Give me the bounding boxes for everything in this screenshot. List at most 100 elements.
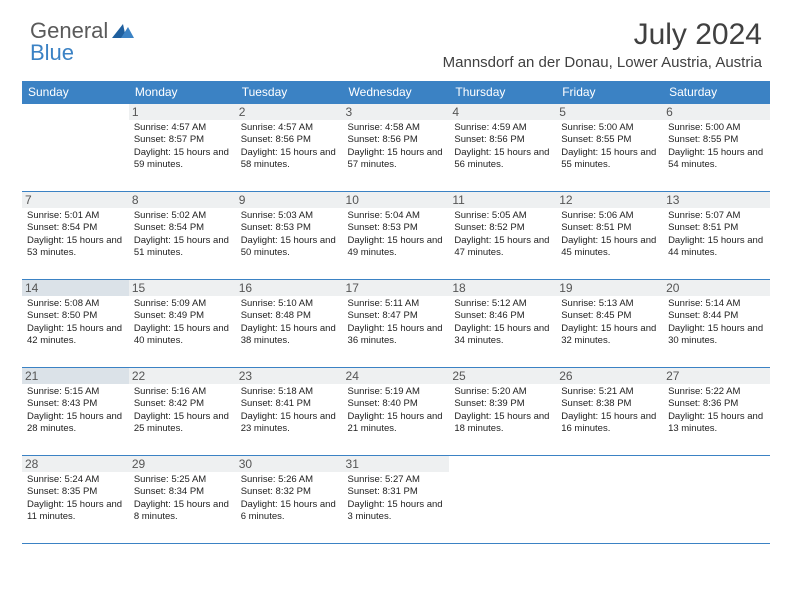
calendar-cell <box>556 456 663 544</box>
calendar-cell: 24 Sunrise: 5:19 AMSunset: 8:40 PMDayligh… <box>343 368 450 456</box>
calendar-cell: 9 Sunrise: 5:03 AMSunset: 8:53 PMDaylight… <box>236 192 343 280</box>
calendar-cell: 11 Sunrise: 5:05 AMSunset: 8:52 PMDayligh… <box>449 192 556 280</box>
calendar-body: 1 Sunrise: 4:57 AMSunset: 8:57 PMDaylight… <box>22 104 770 544</box>
day-number: 14 <box>22 280 129 296</box>
calendar-cell: 21 Sunrise: 5:15 AMSunset: 8:43 PMDayligh… <box>22 368 129 456</box>
day-details: Sunrise: 5:22 AMSunset: 8:36 PMDaylight:… <box>668 386 765 435</box>
day-number: 1 <box>129 104 236 120</box>
day-details: Sunrise: 5:02 AMSunset: 8:54 PMDaylight:… <box>134 210 231 259</box>
day-details: Sunrise: 4:59 AMSunset: 8:56 PMDaylight:… <box>454 122 551 171</box>
calendar-cell: 7 Sunrise: 5:01 AMSunset: 8:54 PMDaylight… <box>22 192 129 280</box>
calendar-cell: 5 Sunrise: 5:00 AMSunset: 8:55 PMDaylight… <box>556 104 663 192</box>
calendar-cell <box>449 456 556 544</box>
calendar-cell: 17Sunrise: 5:11 AMSunset: 8:47 PMDayligh… <box>343 280 450 368</box>
day-details: Sunrise: 4:57 AMSunset: 8:56 PMDaylight:… <box>241 122 338 171</box>
day-details: Sunrise: 5:15 AMSunset: 8:43 PMDaylight:… <box>27 386 124 435</box>
calendar-cell: 20 Sunrise: 5:14 AMSunset: 8:44 PMDayligh… <box>663 280 770 368</box>
title-block: July 2024 Mannsdorf an der Donau, Lower … <box>443 18 762 71</box>
day-details: Sunrise: 5:19 AMSunset: 8:40 PMDaylight:… <box>348 386 445 435</box>
day-details: Sunrise: 5:08 AMSunset: 8:50 PMDaylight:… <box>27 298 124 347</box>
logo-blue-row: Blue <box>30 40 74 66</box>
day-number: 4 <box>449 104 556 120</box>
calendar-cell: 23 Sunrise: 5:18 AMSunset: 8:41 PMDayligh… <box>236 368 343 456</box>
calendar-cell: 28Sunrise: 5:24 AMSunset: 8:35 PMDayligh… <box>22 456 129 544</box>
day-details: Sunrise: 4:57 AMSunset: 8:57 PMDaylight:… <box>134 122 231 171</box>
weekday-header: Sunday <box>22 81 129 104</box>
weekday-header: Saturday <box>663 81 770 104</box>
day-details: Sunrise: 5:03 AMSunset: 8:53 PMDaylight:… <box>241 210 338 259</box>
day-details: Sunrise: 5:13 AMSunset: 8:45 PMDaylight:… <box>561 298 658 347</box>
day-details: Sunrise: 5:21 AMSunset: 8:38 PMDaylight:… <box>561 386 658 435</box>
day-number: 23 <box>236 368 343 384</box>
weekday-header: Monday <box>129 81 236 104</box>
calendar-cell: 14 Sunrise: 5:08 AMSunset: 8:50 PMDayligh… <box>22 280 129 368</box>
day-details: Sunrise: 5:12 AMSunset: 8:46 PMDaylight:… <box>454 298 551 347</box>
day-number: 29 <box>129 456 236 472</box>
day-number: 7 <box>22 192 129 208</box>
day-number: 2 <box>236 104 343 120</box>
day-details: Sunrise: 5:25 AMSunset: 8:34 PMDaylight:… <box>134 474 231 523</box>
calendar-cell: 25Sunrise: 5:20 AMSunset: 8:39 PMDayligh… <box>449 368 556 456</box>
calendar-cell: 15 Sunrise: 5:09 AMSunset: 8:49 PMDayligh… <box>129 280 236 368</box>
day-number: 11 <box>449 192 556 208</box>
day-details: Sunrise: 5:18 AMSunset: 8:41 PMDaylight:… <box>241 386 338 435</box>
day-number: 30 <box>236 456 343 472</box>
day-details: Sunrise: 5:00 AMSunset: 8:55 PMDaylight:… <box>561 122 658 171</box>
calendar-cell: 31 Sunrise: 5:27 AMSunset: 8:31 PMDayligh… <box>343 456 450 544</box>
calendar-cell: 8 Sunrise: 5:02 AMSunset: 8:54 PMDaylight… <box>129 192 236 280</box>
calendar-cell: 19 Sunrise: 5:13 AMSunset: 8:45 PMDayligh… <box>556 280 663 368</box>
day-number: 21 <box>22 368 129 384</box>
calendar-table: SundayMondayTuesdayWednesdayThursdayFrid… <box>22 81 770 544</box>
calendar-cell: 26 Sunrise: 5:21 AMSunset: 8:38 PMDayligh… <box>556 368 663 456</box>
day-number: 3 <box>343 104 450 120</box>
calendar-cell: 1 Sunrise: 4:57 AMSunset: 8:57 PMDaylight… <box>129 104 236 192</box>
calendar-cell: 22 Sunrise: 5:16 AMSunset: 8:42 PMDayligh… <box>129 368 236 456</box>
day-number: 22 <box>129 368 236 384</box>
day-details: Sunrise: 5:00 AMSunset: 8:55 PMDaylight:… <box>668 122 765 171</box>
day-number: 8 <box>129 192 236 208</box>
day-number: 24 <box>343 368 450 384</box>
weekday-header: Thursday <box>449 81 556 104</box>
calendar-cell: 30Sunrise: 5:26 AMSunset: 8:32 PMDayligh… <box>236 456 343 544</box>
calendar-cell: 3 Sunrise: 4:58 AMSunset: 8:56 PMDaylight… <box>343 104 450 192</box>
day-number: 9 <box>236 192 343 208</box>
day-number: 18 <box>449 280 556 296</box>
calendar-cell <box>663 456 770 544</box>
calendar-cell: 10 Sunrise: 5:04 AMSunset: 8:53 PMDayligh… <box>343 192 450 280</box>
day-details: Sunrise: 5:16 AMSunset: 8:42 PMDaylight:… <box>134 386 231 435</box>
day-details: Sunrise: 5:09 AMSunset: 8:49 PMDaylight:… <box>134 298 231 347</box>
day-details: Sunrise: 5:07 AMSunset: 8:51 PMDaylight:… <box>668 210 765 259</box>
day-number: 5 <box>556 104 663 120</box>
day-number: 20 <box>663 280 770 296</box>
header: General July 2024 Mannsdorf an der Donau… <box>0 0 792 75</box>
day-number: 6 <box>663 104 770 120</box>
calendar-cell: 2 Sunrise: 4:57 AMSunset: 8:56 PMDaylight… <box>236 104 343 192</box>
day-details: Sunrise: 5:05 AMSunset: 8:52 PMDaylight:… <box>454 210 551 259</box>
weekday-header: Wednesday <box>343 81 450 104</box>
day-details: Sunrise: 5:04 AMSunset: 8:53 PMDaylight:… <box>348 210 445 259</box>
weekday-header: Friday <box>556 81 663 104</box>
day-number: 10 <box>343 192 450 208</box>
location-text: Mannsdorf an der Donau, Lower Austria, A… <box>443 54 762 71</box>
logo-text-blue: Blue <box>30 40 74 65</box>
calendar-cell: 29 Sunrise: 5:25 AMSunset: 8:34 PMDayligh… <box>129 456 236 544</box>
day-number: 19 <box>556 280 663 296</box>
day-number: 25 <box>449 368 556 384</box>
day-details: Sunrise: 5:01 AMSunset: 8:54 PMDaylight:… <box>27 210 124 259</box>
day-number: 31 <box>343 456 450 472</box>
calendar-cell: 13Sunrise: 5:07 AMSunset: 8:51 PMDayligh… <box>663 192 770 280</box>
day-details: Sunrise: 4:58 AMSunset: 8:56 PMDaylight:… <box>348 122 445 171</box>
month-title: July 2024 <box>443 18 762 52</box>
day-number: 26 <box>556 368 663 384</box>
calendar-cell: 18 Sunrise: 5:12 AMSunset: 8:46 PMDayligh… <box>449 280 556 368</box>
calendar-cell: 27 Sunrise: 5:22 AMSunset: 8:36 PMDayligh… <box>663 368 770 456</box>
calendar-cell: 6 Sunrise: 5:00 AMSunset: 8:55 PMDaylight… <box>663 104 770 192</box>
calendar-cell: 12Sunrise: 5:06 AMSunset: 8:51 PMDayligh… <box>556 192 663 280</box>
day-number: 17 <box>343 280 450 296</box>
day-details: Sunrise: 5:27 AMSunset: 8:31 PMDaylight:… <box>348 474 445 523</box>
day-number: 12 <box>556 192 663 208</box>
weekday-header: Tuesday <box>236 81 343 104</box>
day-number: 15 <box>129 280 236 296</box>
day-number: 27 <box>663 368 770 384</box>
day-details: Sunrise: 5:14 AMSunset: 8:44 PMDaylight:… <box>668 298 765 347</box>
